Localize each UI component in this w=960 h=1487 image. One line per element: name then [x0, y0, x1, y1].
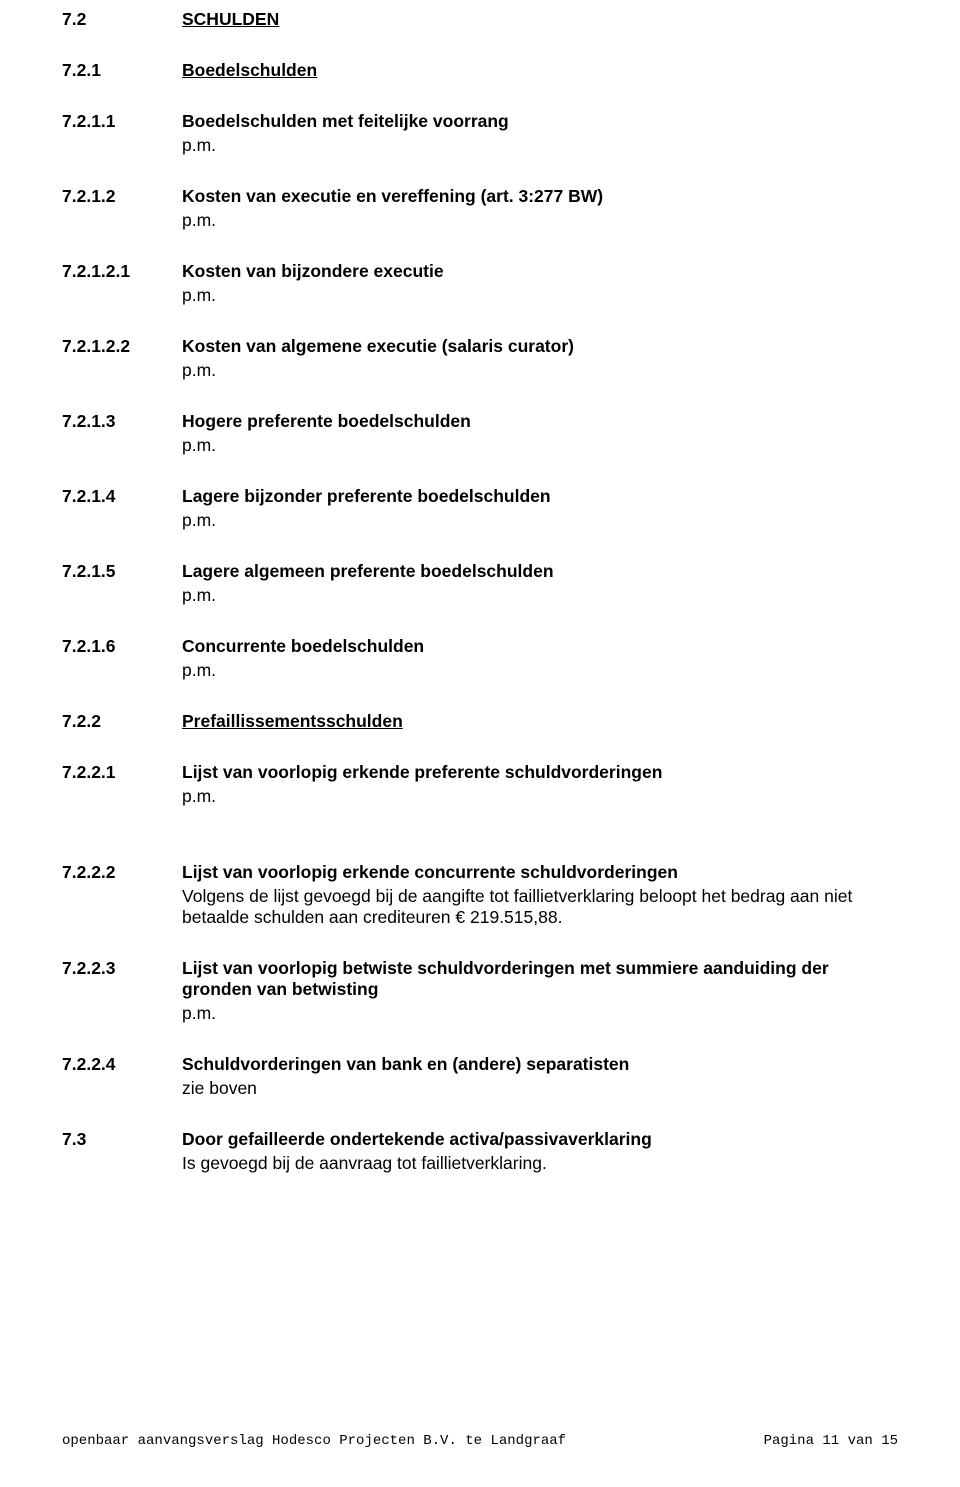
section-number: 7.2.1 [62, 60, 182, 81]
pm-row: p.m. [62, 285, 898, 306]
pm-row: p.m. [62, 510, 898, 531]
section-number: 7.2.2 [62, 711, 182, 732]
section-number: 7.2.1.4 [62, 486, 182, 507]
section-number: 7.2.2.4 [62, 1054, 182, 1075]
section-title: Boedelschulden met feitelijke voorrang [182, 111, 898, 132]
section-row: 7.2.1.1 Boedelschulden met feitelijke vo… [62, 111, 898, 132]
section-title: Boedelschulden [182, 60, 898, 81]
section-number: 7.2 [62, 9, 182, 30]
section-title: Lagere bijzonder preferente boedelschuld… [182, 486, 898, 507]
section-title: Kosten van bijzondere executie [182, 261, 898, 282]
section-number: 7.2.1.6 [62, 636, 182, 657]
pm-label: p.m. [182, 435, 898, 456]
section-number: 7.2.1.3 [62, 411, 182, 432]
section-number: 7.2.2.3 [62, 958, 182, 1000]
section-number: 7.2.1.1 [62, 111, 182, 132]
pm-row: p.m. [62, 660, 898, 681]
body-row: Is gevoegd bij de aanvraag tot faillietv… [62, 1153, 898, 1174]
section-number: 7.2.2.2 [62, 862, 182, 883]
section-title: Lijst van voorlopig betwiste schuldvorde… [182, 958, 898, 1000]
section-title: Kosten van executie en vereffening (art.… [182, 186, 898, 207]
section-number: 7.2.1.5 [62, 561, 182, 582]
section-title: Concurrente boedelschulden [182, 636, 898, 657]
section-title: Hogere preferente boedelschulden [182, 411, 898, 432]
section-row: 7.2.1 Boedelschulden [62, 60, 898, 81]
section-row: 7.2.2.2 Lijst van voorlopig erkende conc… [62, 862, 898, 883]
section-number: 7.2.2.1 [62, 762, 182, 783]
section-number: 7.2.1.2.2 [62, 336, 182, 357]
pm-row: p.m. [62, 360, 898, 381]
pm-row: p.m. [62, 435, 898, 456]
section-body: zie boven [182, 1078, 898, 1099]
pm-label: p.m. [182, 360, 898, 381]
pm-label: p.m. [182, 285, 898, 306]
section-title: Door gefailleerde ondertekende activa/pa… [182, 1129, 898, 1150]
pm-row: p.m. [62, 135, 898, 156]
body-row: Volgens de lijst gevoegd bij de aangifte… [62, 886, 898, 928]
section-row: 7.2 SCHULDEN [62, 9, 898, 30]
body-row: zie boven [62, 1078, 898, 1099]
pm-row: p.m. [62, 210, 898, 231]
section-row: 7.2.1.5 Lagere algemeen preferente boede… [62, 561, 898, 582]
pm-label: p.m. [182, 210, 898, 231]
section-title: Lijst van voorlopig erkende preferente s… [182, 762, 898, 783]
section-row: 7.2.2.1 Lijst van voorlopig erkende pref… [62, 762, 898, 783]
section-row: 7.2.1.2.2 Kosten van algemene executie (… [62, 336, 898, 357]
pm-label: p.m. [182, 1003, 898, 1024]
section-title: Kosten van algemene executie (salaris cu… [182, 336, 898, 357]
section-number: 7.3 [62, 1129, 182, 1150]
section-row: 7.3 Door gefailleerde ondertekende activ… [62, 1129, 898, 1150]
pm-label: p.m. [182, 660, 898, 681]
section-body: Is gevoegd bij de aanvraag tot faillietv… [182, 1153, 898, 1174]
section-row: 7.2.2.4 Schuldvorderingen van bank en (a… [62, 1054, 898, 1075]
section-title: Schuldvorderingen van bank en (andere) s… [182, 1054, 898, 1075]
section-title: Lijst van voorlopig erkende concurrente … [182, 862, 898, 883]
footer-left: openbaar aanvangsverslag Hodesco Project… [62, 1433, 566, 1449]
pm-label: p.m. [182, 585, 898, 606]
section-number: 7.2.1.2.1 [62, 261, 182, 282]
section-title: SCHULDEN [182, 9, 898, 30]
pm-label: p.m. [182, 510, 898, 531]
pm-label: p.m. [182, 135, 898, 156]
section-row: 7.2.1.2.1 Kosten van bijzondere executie [62, 261, 898, 282]
section-row: 7.2.1.6 Concurrente boedelschulden [62, 636, 898, 657]
page-footer: openbaar aanvangsverslag Hodesco Project… [62, 1433, 898, 1449]
footer-right: Pagina 11 van 15 [764, 1433, 898, 1449]
section-row: 7.2.1.3 Hogere preferente boedelschulden [62, 411, 898, 432]
section-number: 7.2.1.2 [62, 186, 182, 207]
section-title: Lagere algemeen preferente boedelschulde… [182, 561, 898, 582]
section-row: 7.2.1.4 Lagere bijzonder preferente boed… [62, 486, 898, 507]
section-title: Prefaillissementsschulden [182, 711, 898, 732]
pm-row: p.m. [62, 1003, 898, 1024]
section-row: 7.2.1.2 Kosten van executie en vereffeni… [62, 186, 898, 207]
section-body: Volgens de lijst gevoegd bij de aangifte… [182, 886, 898, 928]
pm-label: p.m. [182, 786, 898, 807]
section-row: 7.2.2 Prefaillissementsschulden [62, 711, 898, 732]
section-row: 7.2.2.3 Lijst van voorlopig betwiste sch… [62, 958, 898, 1000]
pm-row: p.m. [62, 786, 898, 807]
pm-row: p.m. [62, 585, 898, 606]
